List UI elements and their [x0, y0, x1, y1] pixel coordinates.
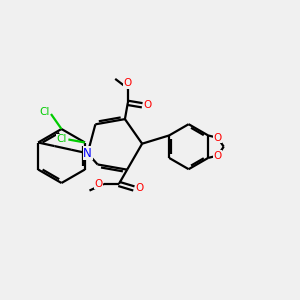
Text: O: O [94, 179, 103, 189]
Text: O: O [214, 133, 222, 143]
Text: N: N [83, 147, 92, 160]
Text: O: O [124, 78, 132, 88]
Text: O: O [135, 184, 143, 194]
Text: O: O [143, 100, 152, 110]
Text: Cl: Cl [57, 134, 67, 145]
Text: Cl: Cl [39, 107, 50, 117]
Text: O: O [214, 151, 222, 160]
